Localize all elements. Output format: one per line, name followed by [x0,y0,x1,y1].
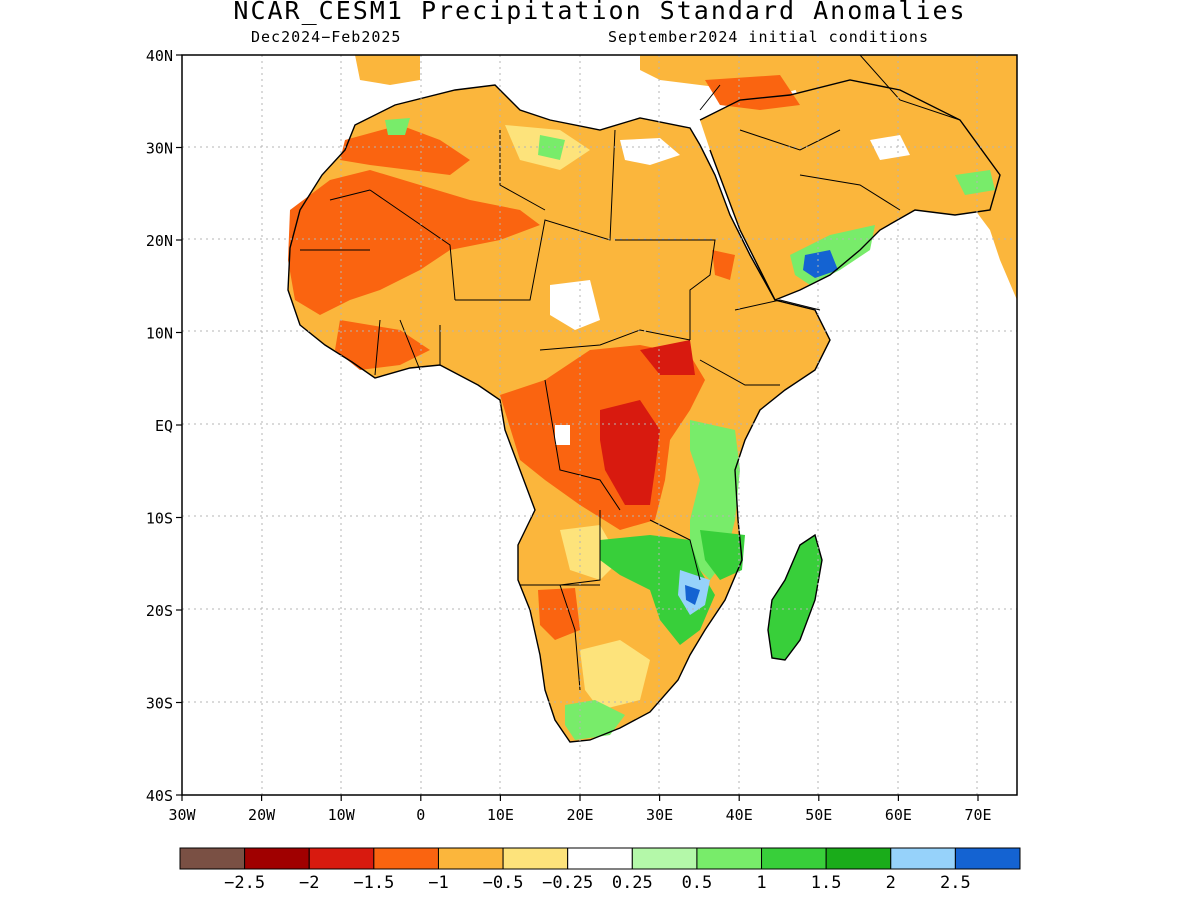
longitude-tick-label: 30W [168,806,196,824]
latitude-tick-label: 30S [146,695,173,713]
latitude-tick-label: 30N [146,140,173,158]
colorbar-label: 1 [756,873,766,893]
longitude-axis: 30W 20W 10W 0 10E 20E 30E 40E 50E 60E 70E [168,795,992,824]
madagascar-coastline [767,533,823,661]
anomaly-patches [288,75,995,740]
longitude-tick-label: 20E [566,806,593,824]
longitude-tick-label: 40E [726,806,753,824]
map-title: NCAR_CESM1 Precipitation Standard Anomal… [233,0,967,25]
latitude-tick-label: 10S [146,510,173,528]
longitude-tick-label: 70E [964,806,991,824]
colorbar-swatch [179,847,246,870]
latitude-axis: 40N 30N 20N 10N EQ 10S 20S 30S 40S [146,47,182,805]
longitude-tick-label: 0 [416,806,425,824]
colorbar-label: 2 [886,873,896,893]
colorbar-label: −2.5 [224,873,265,893]
gridlines [182,55,1017,795]
colorbar-label: −0.5 [483,873,524,893]
colorbar-swatch [373,847,439,870]
colorbar-label: −1.5 [353,873,394,893]
longitude-tick-label: 60E [885,806,912,824]
colorbar-swatch [696,847,763,870]
colorbar-label: 2.5 [940,873,971,893]
colorbar-swatch [631,847,698,870]
africa-coastline [287,84,831,743]
colorbar [179,847,1021,870]
longitude-tick-label: 10E [487,806,514,824]
colorbar-labels: −2.5 −2 −1.5 −1 −0.5 −0.25 0.25 0.5 1 1.5 2 2.5 [224,873,971,893]
colorbar-label: −0.25 [542,873,593,893]
latitude-tick-label: 20S [146,602,173,620]
latitude-tick-label: 40S [146,787,173,805]
madagascar-landmass [768,535,822,660]
colorbar-swatch [825,847,892,870]
colorbar-label: 1.5 [811,873,842,893]
colorbar-swatch [308,847,375,870]
initial-conditions-label: September2024 initial conditions [608,28,929,46]
colorbar-label: 0.25 [612,873,653,893]
latitude-tick-label: 40N [146,47,173,65]
latitude-tick-label: 10N [146,325,173,343]
map-plot-area [182,55,1017,795]
colorbar-swatch [954,847,1021,870]
longitude-tick-label: 30E [646,806,673,824]
colorbar-swatch [567,847,633,870]
country-borders [300,55,961,691]
persia-landmass [780,55,1017,300]
europe-landmass [355,55,420,85]
arabia-coastline [699,79,1001,301]
latitude-tick-label: 20N [146,232,173,250]
colorbar-swatch [502,847,569,870]
season-label: Dec2024−Feb2025 [251,28,402,46]
colorbar-label: −1 [428,873,448,893]
longitude-tick-label: 10W [328,806,356,824]
colorbar-swatch [890,847,956,870]
colorbar-label: −2 [299,873,319,893]
colorbar-swatch [244,847,310,870]
colorbar-label: 0.5 [682,873,713,893]
colorbar-swatch [761,847,827,870]
longitude-tick-label: 50E [805,806,832,824]
colorbar-swatch [437,847,504,870]
longitude-tick-label: 20W [248,806,276,824]
latitude-tick-label: EQ [155,417,173,435]
